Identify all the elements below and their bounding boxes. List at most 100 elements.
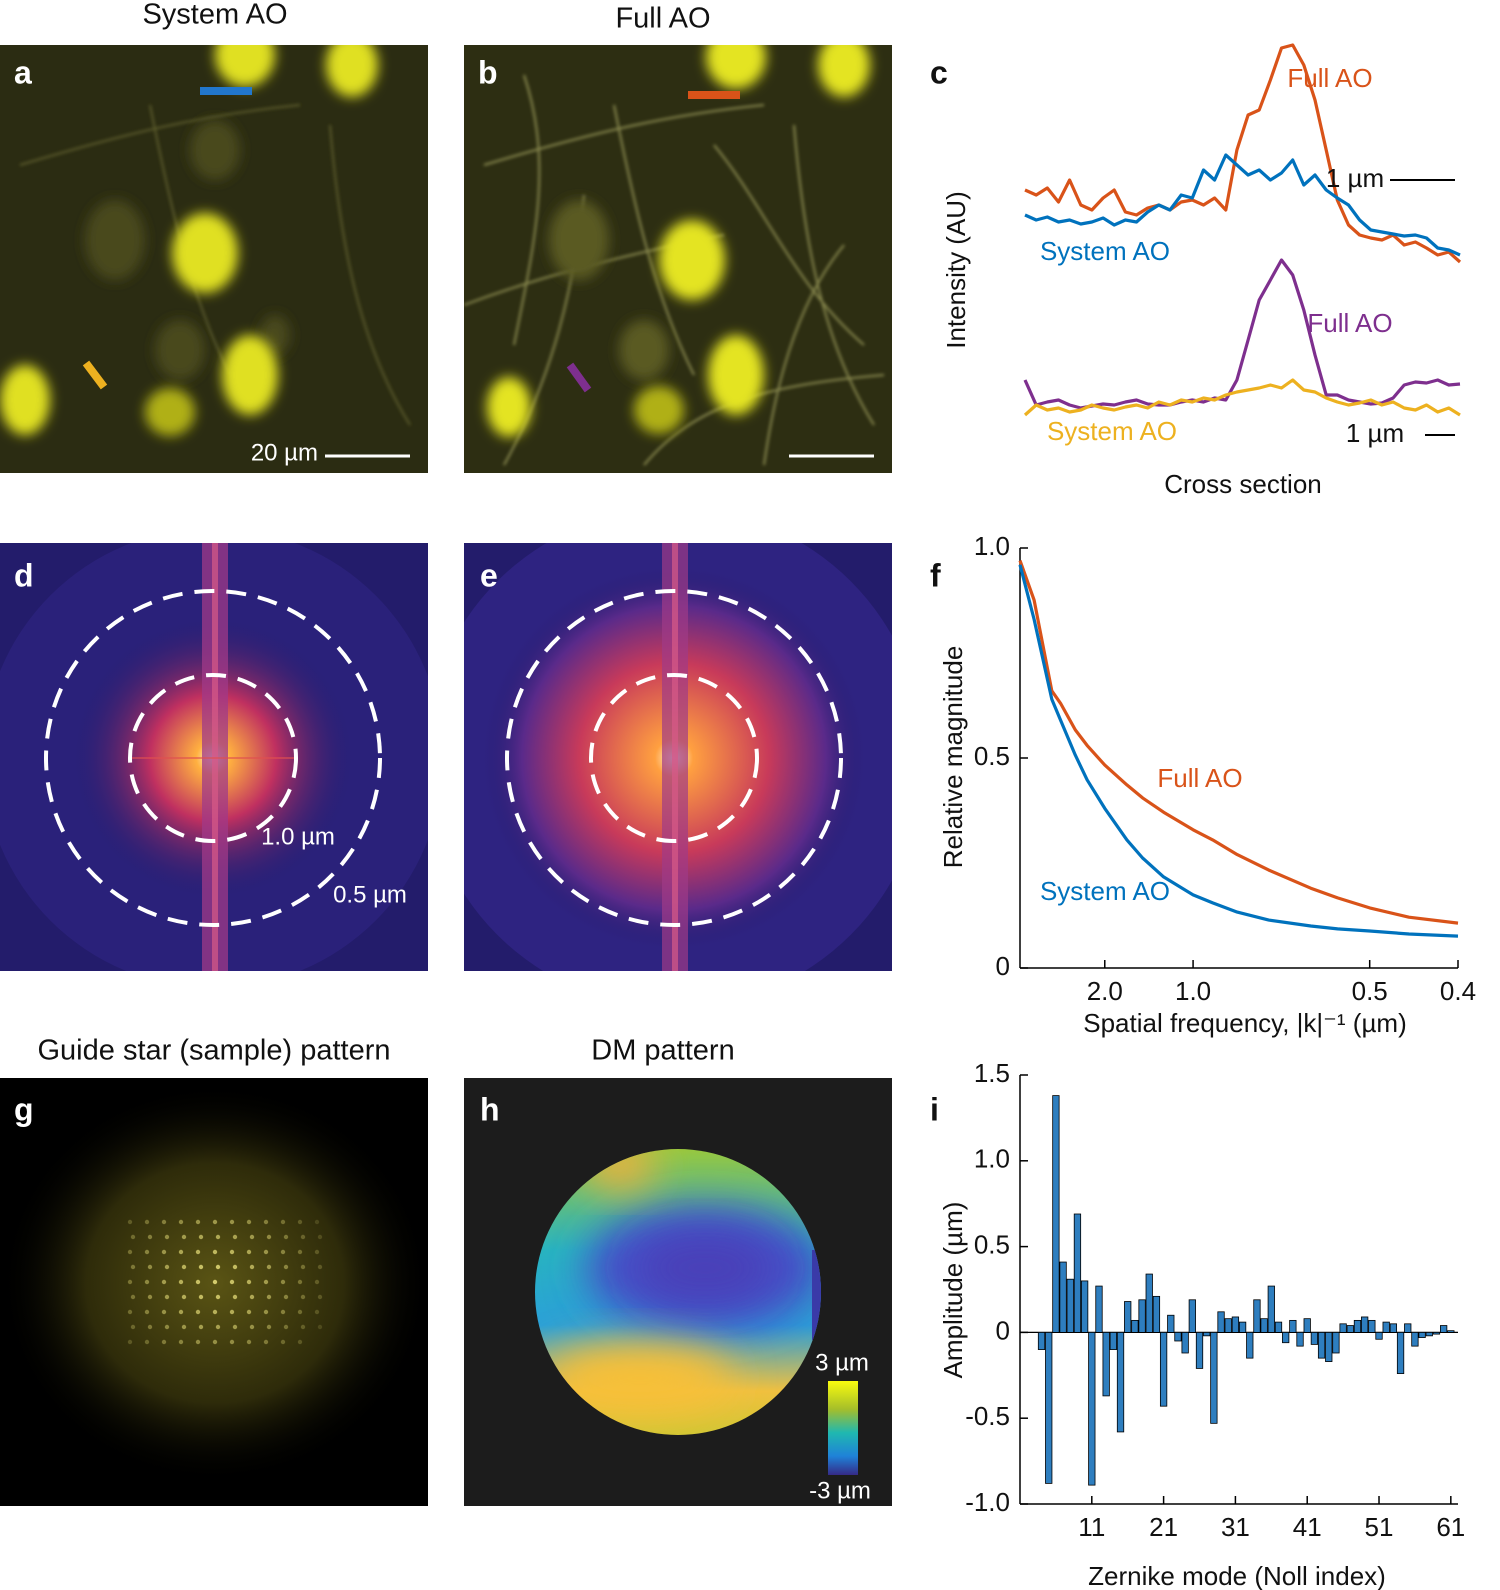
bar bbox=[1440, 1325, 1448, 1333]
guide-star bbox=[147, 1324, 153, 1330]
x-tick-label: 61 bbox=[1436, 1512, 1465, 1542]
column-title: Guide star (sample) pattern bbox=[38, 1035, 391, 1067]
panel-label: f bbox=[930, 557, 941, 593]
bar bbox=[1159, 1332, 1168, 1407]
guide-star bbox=[300, 1264, 306, 1270]
guide-star bbox=[178, 1309, 184, 1315]
bar bbox=[1188, 1299, 1196, 1333]
guide-star bbox=[280, 1309, 286, 1315]
column-title: DM pattern bbox=[591, 1035, 734, 1067]
x-axis-label: Cross section bbox=[1164, 469, 1322, 499]
bar bbox=[1289, 1319, 1297, 1333]
x-tick-label: 41 bbox=[1293, 1512, 1322, 1542]
x-tick-label: 31 bbox=[1221, 1512, 1250, 1542]
bar bbox=[1310, 1332, 1319, 1345]
panel-label: d bbox=[14, 557, 34, 593]
guide-star bbox=[195, 1249, 201, 1255]
colorbar-label: -3 µm bbox=[809, 1477, 871, 1504]
bar bbox=[1339, 1323, 1347, 1333]
y-tick-label: 0 bbox=[996, 1315, 1010, 1345]
bar bbox=[1102, 1332, 1110, 1397]
guide-star bbox=[178, 1249, 184, 1255]
bar bbox=[1181, 1332, 1189, 1354]
panel-label: i bbox=[930, 1091, 939, 1127]
guide-star bbox=[127, 1309, 133, 1315]
guide-star bbox=[130, 1294, 136, 1300]
bar bbox=[1045, 1332, 1053, 1484]
guide-star bbox=[198, 1264, 204, 1270]
guide-star bbox=[246, 1339, 252, 1345]
guide-star bbox=[212, 1249, 218, 1255]
bar bbox=[1282, 1332, 1290, 1344]
guide-star bbox=[215, 1324, 221, 1330]
guide-star bbox=[130, 1324, 136, 1330]
line bbox=[1018, 560, 1459, 925]
line bbox=[1023, 258, 1461, 410]
bar bbox=[1368, 1319, 1376, 1333]
guide-star bbox=[164, 1234, 170, 1240]
guide-star bbox=[198, 1234, 204, 1240]
guide-star bbox=[297, 1309, 303, 1315]
guide-star bbox=[317, 1234, 323, 1240]
guide-star bbox=[215, 1294, 221, 1300]
guide-star bbox=[283, 1234, 289, 1240]
bar bbox=[1317, 1332, 1326, 1359]
guide-star bbox=[164, 1264, 170, 1270]
panel-label: c bbox=[930, 54, 948, 90]
guide-star bbox=[249, 1324, 255, 1330]
guide-star bbox=[280, 1249, 286, 1255]
guide-star bbox=[283, 1294, 289, 1300]
guide-star bbox=[161, 1219, 167, 1225]
series-label: System AO bbox=[1047, 416, 1177, 446]
guide-star bbox=[127, 1249, 133, 1255]
colorbar-label: 3 µm bbox=[815, 1349, 869, 1376]
guide-star bbox=[317, 1264, 323, 1270]
guide-star bbox=[178, 1339, 184, 1345]
bar bbox=[1109, 1332, 1117, 1350]
guide-star bbox=[297, 1279, 303, 1285]
guide-star bbox=[215, 1234, 221, 1240]
x-tick-label: 51 bbox=[1365, 1512, 1394, 1542]
bar bbox=[1231, 1316, 1240, 1333]
bar bbox=[1411, 1332, 1419, 1347]
guide-star bbox=[130, 1234, 136, 1240]
bar bbox=[1167, 1314, 1175, 1333]
guide-star bbox=[300, 1234, 306, 1240]
x-axis-label: Spatial frequency, |k|⁻¹ (µm) bbox=[1083, 1008, 1407, 1038]
x-tick-label: 1.0 bbox=[1175, 976, 1211, 1006]
guide-star bbox=[130, 1264, 136, 1270]
y-tick-label: 1.0 bbox=[974, 531, 1010, 561]
guide-star bbox=[263, 1339, 269, 1345]
y-tick-label: 1.0 bbox=[974, 1144, 1010, 1174]
guide-star bbox=[280, 1219, 286, 1225]
bar bbox=[1116, 1332, 1125, 1433]
panel-label: a bbox=[14, 54, 32, 90]
bar bbox=[1210, 1332, 1218, 1424]
series-label: Full AO bbox=[1157, 763, 1242, 793]
guide-star bbox=[249, 1234, 255, 1240]
image-fft-system-ao bbox=[0, 543, 428, 971]
guide-star bbox=[195, 1309, 201, 1315]
ring-label: 1.0 µm bbox=[261, 823, 335, 850]
guide-star bbox=[229, 1249, 235, 1255]
line bbox=[1023, 378, 1461, 417]
bar bbox=[1138, 1299, 1146, 1333]
guide-star bbox=[178, 1219, 184, 1225]
guide-star bbox=[314, 1219, 320, 1225]
scale-bar-label: 1 µm bbox=[1346, 418, 1404, 448]
bar bbox=[1246, 1332, 1254, 1359]
guide-star bbox=[283, 1324, 289, 1330]
bar bbox=[1095, 1285, 1103, 1333]
guide-star bbox=[266, 1264, 272, 1270]
bar bbox=[1382, 1321, 1390, 1333]
series-label: System AO bbox=[1040, 876, 1170, 906]
bar bbox=[1124, 1301, 1132, 1333]
guide-star bbox=[246, 1249, 252, 1255]
guide-star bbox=[181, 1324, 187, 1330]
y-axis-label: Amplitude (µm) bbox=[938, 1202, 968, 1379]
bar bbox=[1447, 1330, 1455, 1333]
image-fft-full-ao bbox=[464, 543, 892, 971]
y-tick-label: 0.5 bbox=[974, 741, 1010, 771]
guide-star bbox=[266, 1294, 272, 1300]
